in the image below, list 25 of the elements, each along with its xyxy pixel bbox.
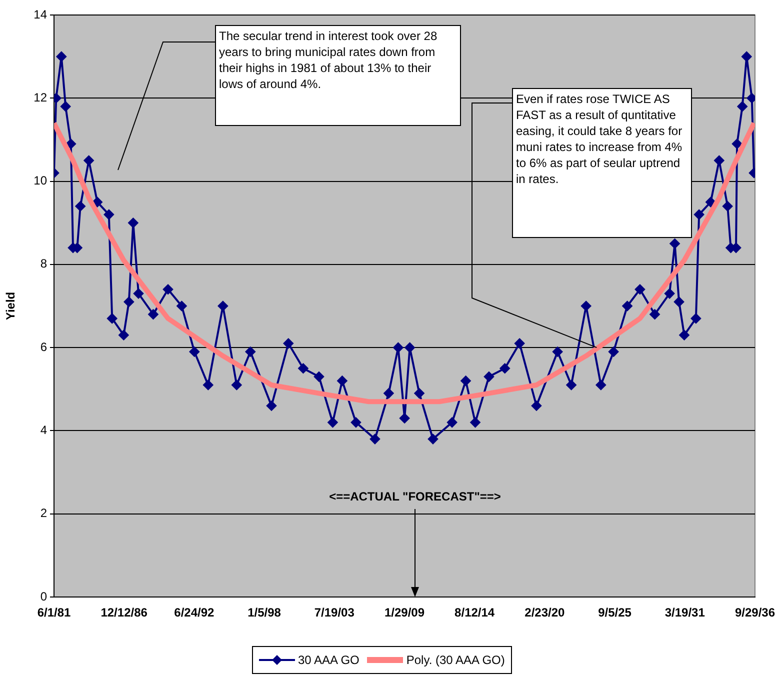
legend-label: 30 AAA GO <box>298 653 360 667</box>
x-tick-label: 3/19/31 <box>664 606 706 620</box>
x-tick-label: 6/1/81 <box>37 606 71 620</box>
y-tick-label: 6 <box>40 340 48 354</box>
callout-box: Even if rates rose TWICE AS FAST as a result of quntitative easing, it could take 8 years for muni rates to increase from 4% to 6% as part of seular uptrend in rates. <box>512 88 692 238</box>
x-tick-label: 8/12/14 <box>454 606 495 620</box>
x-tick-label: 7/19/03 <box>314 606 355 620</box>
x-tick-label: 1/5/98 <box>248 606 282 620</box>
legend-label: Poly. (30 AAA GO) <box>406 653 505 667</box>
x-tick-label: 9/29/36 <box>734 606 776 620</box>
x-tick-label: 9/5/25 <box>598 606 632 620</box>
y-tick-label: 12 <box>34 90 48 104</box>
y-tick-label: 0 <box>40 589 48 604</box>
y-tick-label: 8 <box>40 256 48 271</box>
y-tick-label: 2 <box>40 506 48 520</box>
y-tick-label: 4 <box>40 423 48 438</box>
y-axis-title: Yield <box>4 292 18 320</box>
x-tick-label: 6/24/92 <box>174 606 215 620</box>
annotation: <==ACTUAL "FORECAST"==> <box>329 489 501 504</box>
callout-box: The secular trend in interest took over 28 years to bring municipal rates down from their highs in 1981 of about 13% to their lows of around 4%. <box>215 25 461 126</box>
x-tick-label: 1/29/09 <box>384 606 425 620</box>
x-tick-label: 12/12/86 <box>100 606 148 620</box>
y-tick-label: 14 <box>34 7 48 22</box>
y-tick-label: 10 <box>34 174 48 188</box>
x-tick-label: 2/23/20 <box>524 606 566 620</box>
